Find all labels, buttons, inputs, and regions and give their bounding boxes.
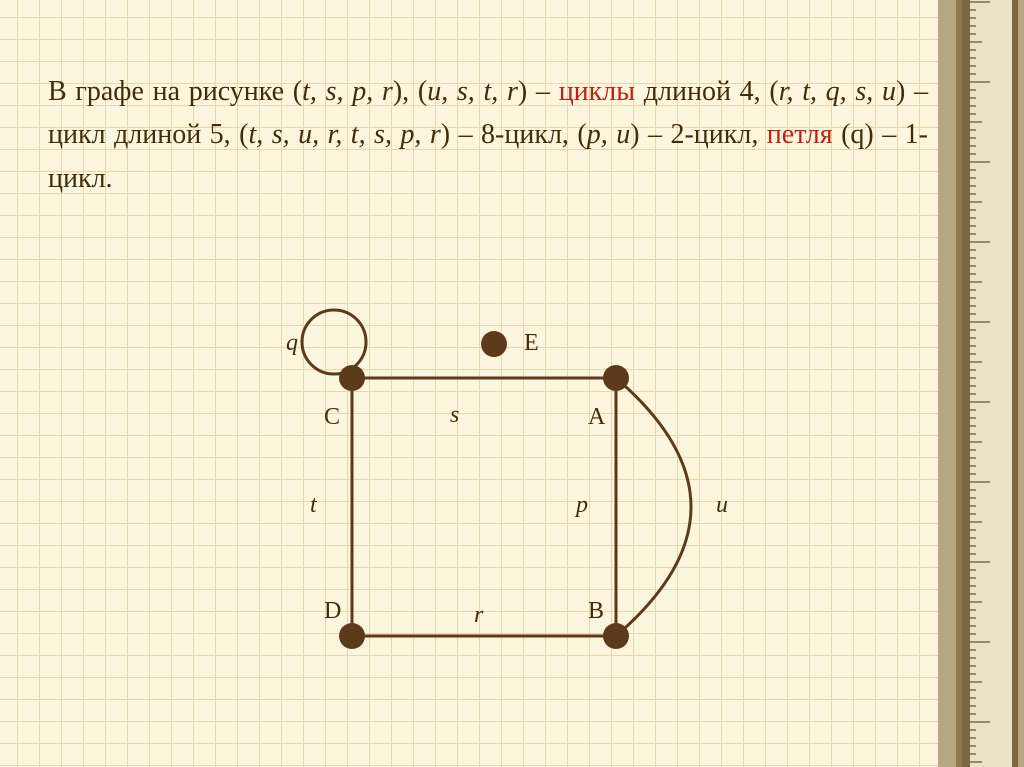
txt: В графе на рисунке ( — [48, 76, 302, 107]
txt: длиной 4, ( — [635, 76, 779, 107]
txt: ) – — [518, 76, 550, 107]
ruler-strip — [938, 0, 1024, 767]
txt: ) – 2-цикл, — [630, 119, 767, 150]
description-text: В графе на рисунке (t, s, p, r), (u, s, … — [48, 70, 928, 200]
txt: p, u — [587, 119, 630, 150]
txt: t, s, p, r — [302, 76, 393, 107]
txt: t, s, u, r, t, s, p, r — [248, 119, 440, 150]
txt: u, s, t, r — [427, 76, 518, 107]
txt: ), ( — [393, 76, 427, 107]
txt: ) – 8-цикл, ( — [441, 119, 587, 150]
txt-red: петля — [767, 119, 833, 150]
txt: r, t, q, s, u — [779, 76, 896, 107]
txt-red: циклы — [559, 76, 635, 107]
